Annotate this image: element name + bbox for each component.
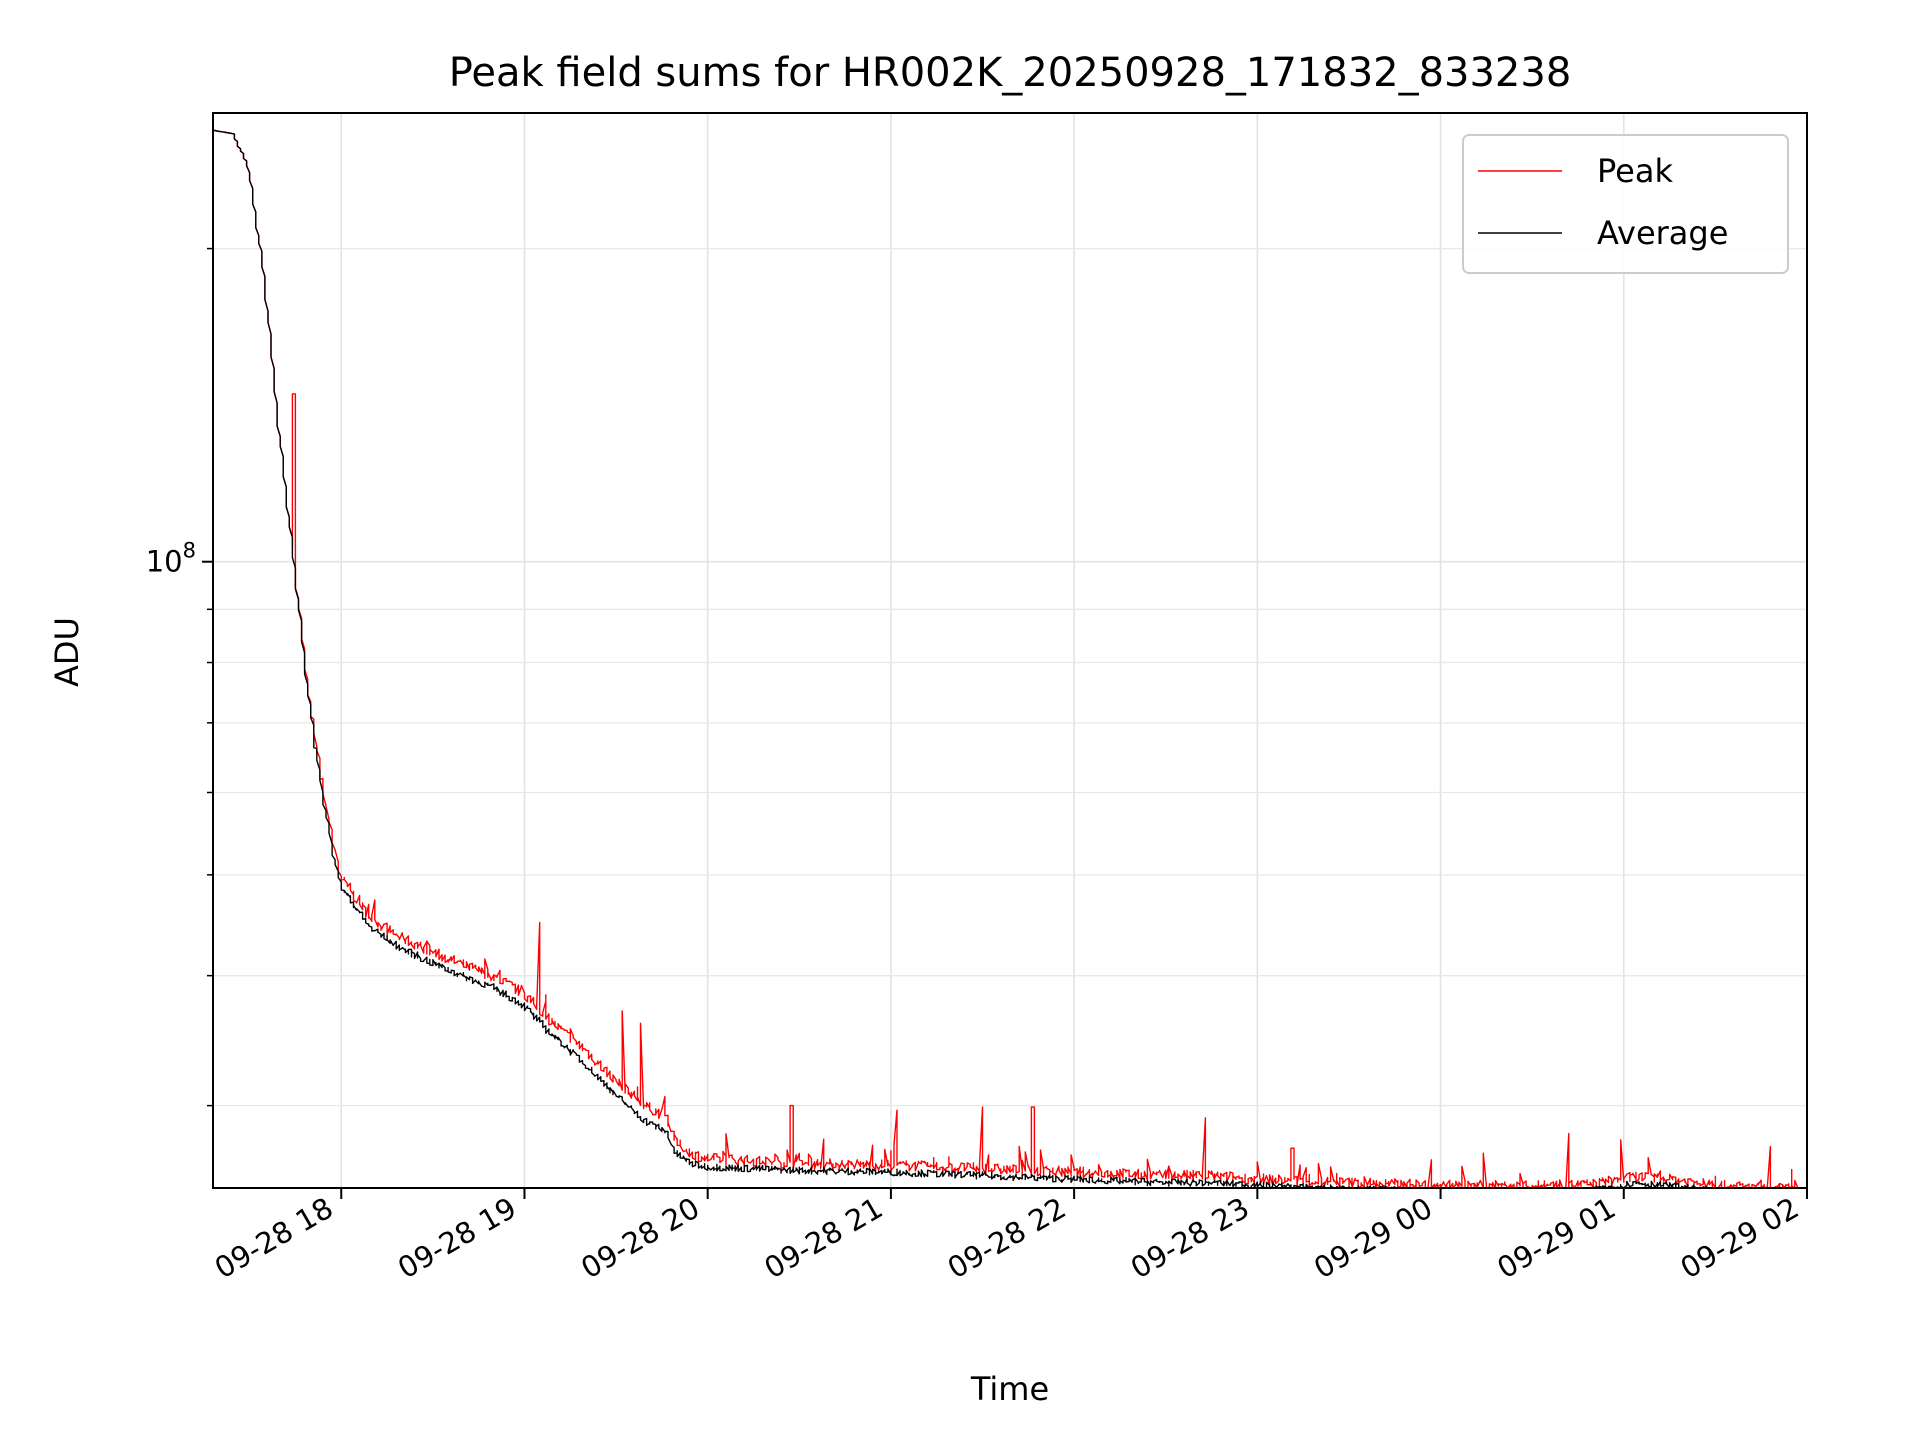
axis-ticks: 09-28 18 09-28 19 09-28 20 09-28 21 09-28 22… xyxy=(146,247,1808,1286)
series-line-peak xyxy=(212,129,1807,1189)
plot-frame xyxy=(212,112,1808,1189)
x-tick-label: 09-28 21 xyxy=(758,1191,888,1286)
series-line-average xyxy=(212,129,1807,1189)
grid-lines xyxy=(213,113,1808,1188)
legend-box xyxy=(1462,134,1789,274)
x-tick-label: 09-29 02 xyxy=(1675,1191,1805,1286)
legend-label-peak: Peak xyxy=(1597,152,1673,190)
x-tick-label: 09-29 01 xyxy=(1491,1191,1621,1286)
x-axis-label: Time xyxy=(970,1370,1049,1408)
legend: Peak Average xyxy=(1462,134,1789,274)
y-tick-label: 108 xyxy=(146,539,196,579)
x-tick-label: 09-28 19 xyxy=(392,1191,522,1286)
series-layer xyxy=(212,129,1807,1189)
x-tick-label: 09-29 00 xyxy=(1308,1191,1438,1286)
y-axis-label: ADU xyxy=(48,617,86,687)
x-tick-label: 09-28 18 xyxy=(209,1191,339,1286)
chart-title: Peak field sums for HR002K_20250928_1718… xyxy=(449,50,1572,96)
x-tick-label: 09-28 20 xyxy=(575,1191,705,1286)
x-tick-label: 09-28 23 xyxy=(1125,1191,1255,1286)
legend-label-average: Average xyxy=(1597,214,1728,252)
x-tick-label: 09-28 22 xyxy=(942,1191,1072,1286)
